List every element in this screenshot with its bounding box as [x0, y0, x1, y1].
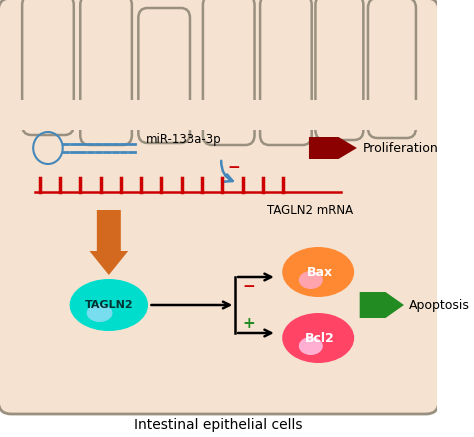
Bar [12, 100, 425, 130]
FancyBboxPatch shape [138, 8, 190, 143]
FancyBboxPatch shape [0, 0, 439, 414]
FancyBboxPatch shape [22, 0, 74, 135]
Text: Apoptosis: Apoptosis [409, 298, 469, 312]
Ellipse shape [282, 247, 354, 297]
FancyBboxPatch shape [315, 0, 364, 140]
Ellipse shape [299, 337, 323, 355]
Ellipse shape [299, 271, 323, 289]
Ellipse shape [70, 279, 148, 331]
FancyArrow shape [90, 210, 128, 275]
Text: Intestinal epithelial cells: Intestinal epithelial cells [134, 418, 303, 432]
Text: −: − [227, 160, 240, 176]
FancyArrow shape [360, 292, 404, 318]
Text: TAGLN2 mRNA: TAGLN2 mRNA [267, 204, 354, 217]
FancyBboxPatch shape [203, 0, 255, 145]
Text: Bax: Bax [307, 266, 333, 278]
Text: TAGLN2: TAGLN2 [84, 300, 133, 310]
FancyBboxPatch shape [368, 0, 416, 138]
Text: +: + [243, 316, 255, 331]
FancyArrow shape [309, 137, 357, 159]
FancyBboxPatch shape [80, 0, 132, 145]
Ellipse shape [87, 304, 112, 322]
Text: miR-133a-3p: miR-133a-3p [146, 133, 221, 146]
Text: Proliferation: Proliferation [363, 142, 438, 155]
FancyArrowPatch shape [221, 161, 233, 182]
Ellipse shape [282, 313, 354, 363]
Text: Bcl2: Bcl2 [305, 332, 335, 344]
FancyBboxPatch shape [260, 0, 312, 145]
Text: −: − [243, 279, 255, 294]
